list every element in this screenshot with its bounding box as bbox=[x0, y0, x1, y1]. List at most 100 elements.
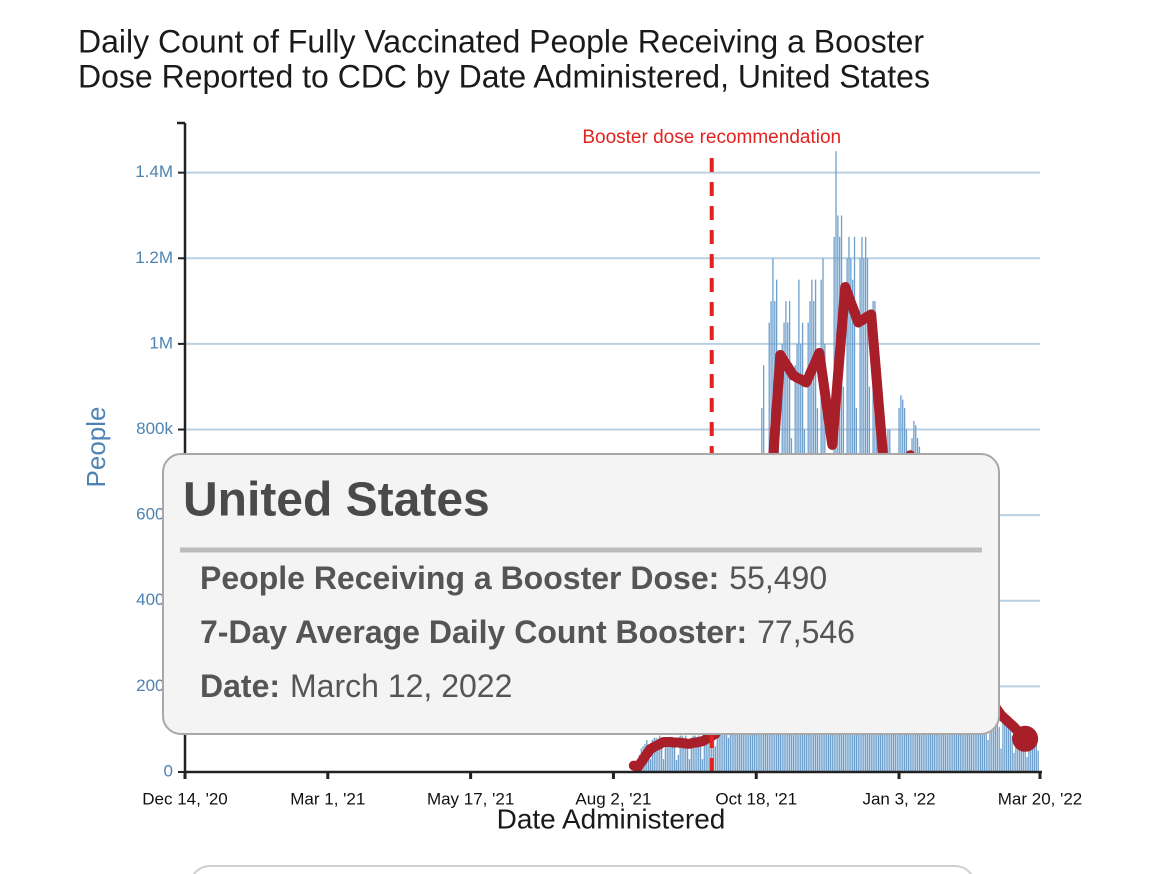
hover-point bbox=[1012, 725, 1039, 752]
x-tick-label: Dec 14, '20 bbox=[142, 789, 227, 808]
bar bbox=[1035, 740, 1037, 772]
bar bbox=[701, 759, 704, 772]
bar bbox=[753, 729, 756, 772]
bar bbox=[994, 706, 997, 772]
bar bbox=[740, 729, 743, 772]
bar bbox=[1030, 735, 1032, 772]
bar bbox=[660, 746, 663, 772]
bar bbox=[657, 738, 659, 772]
x-tick-label: Jan 3, '22 bbox=[862, 789, 935, 808]
tooltip-title: United States bbox=[183, 474, 490, 527]
bar bbox=[996, 707, 998, 772]
x-tick-label: Oct 18, '21 bbox=[715, 789, 797, 808]
bar bbox=[1002, 720, 1004, 772]
bar bbox=[670, 738, 672, 772]
bar bbox=[974, 731, 976, 772]
bar bbox=[881, 707, 884, 772]
y-tick-label: 1M bbox=[149, 333, 173, 352]
y-axis-label: People bbox=[81, 407, 111, 488]
bar bbox=[1024, 748, 1026, 772]
bar bbox=[1000, 748, 1002, 772]
bar bbox=[961, 722, 963, 772]
annotation-label: Booster dose recommendation bbox=[582, 127, 841, 148]
bar bbox=[1031, 736, 1034, 772]
x-axis-label: Date Administered bbox=[497, 803, 726, 834]
chart-title: Dose Reported to CDC by Date Administere… bbox=[78, 58, 930, 94]
bar bbox=[709, 736, 711, 772]
bar bbox=[664, 739, 667, 772]
tooltip-row: 7-Day Average Daily Count Booster: 77,546 bbox=[200, 614, 855, 650]
y-tick-label: 1.2M bbox=[135, 248, 173, 267]
bar bbox=[655, 737, 657, 772]
tooltip-value: March 12, 2022 bbox=[290, 668, 512, 704]
bar bbox=[668, 737, 670, 772]
bar bbox=[714, 746, 717, 772]
bar bbox=[666, 737, 668, 772]
tooltip: United States People Receiving a Booster… bbox=[162, 453, 1000, 735]
bar bbox=[1022, 732, 1024, 772]
bar bbox=[651, 739, 654, 772]
bar bbox=[1017, 729, 1019, 772]
bar bbox=[948, 707, 950, 772]
bar bbox=[894, 720, 896, 772]
bar bbox=[1004, 718, 1006, 772]
tooltip-value: 55,490 bbox=[729, 560, 827, 596]
bar bbox=[1011, 735, 1013, 772]
bar bbox=[987, 739, 989, 772]
bar bbox=[1020, 731, 1023, 772]
bar bbox=[688, 759, 691, 772]
tooltip-label: People Receiving a Booster Dose: bbox=[200, 560, 719, 596]
x-tick-label: Mar 20, '22 bbox=[998, 789, 1083, 808]
tooltip-label: Date: bbox=[200, 668, 280, 704]
bar bbox=[705, 735, 707, 772]
y-tick-label: 0 bbox=[164, 761, 173, 780]
bar bbox=[675, 760, 678, 772]
bar bbox=[659, 735, 661, 772]
y-tick-label: 1.4M bbox=[135, 162, 173, 181]
bar bbox=[692, 735, 694, 772]
bar bbox=[698, 735, 700, 772]
bar bbox=[699, 746, 702, 772]
bar bbox=[1007, 721, 1010, 772]
bar bbox=[989, 707, 991, 772]
chart-title: Daily Count of Fully Vaccinated People R… bbox=[78, 23, 924, 59]
bar bbox=[985, 712, 987, 772]
bar bbox=[662, 759, 665, 772]
bar bbox=[1015, 731, 1017, 772]
tooltip-value: 77,546 bbox=[757, 614, 855, 650]
bar bbox=[992, 704, 995, 772]
tooltip-row: People Receiving a Booster Dose: 55,490 bbox=[200, 560, 827, 596]
bar bbox=[991, 703, 993, 772]
bar bbox=[727, 737, 730, 772]
bar bbox=[1005, 719, 1008, 772]
bar bbox=[725, 703, 728, 772]
x-tick-label: Aug 2, '21 bbox=[575, 789, 651, 808]
bar bbox=[1018, 730, 1021, 772]
bar bbox=[998, 727, 1000, 772]
bar bbox=[696, 736, 698, 772]
tooltip-row: Date: March 12, 2022 bbox=[200, 668, 512, 704]
x-tick-label: Mar 1, '21 bbox=[290, 789, 365, 808]
bar bbox=[1037, 750, 1039, 772]
x-tick-label: May 17, '21 bbox=[427, 789, 514, 808]
bar bbox=[707, 735, 709, 772]
tooltip-label: 7-Day Average Daily Count Booster: bbox=[200, 614, 747, 650]
bar bbox=[694, 735, 696, 772]
bar bbox=[683, 737, 685, 772]
bottom-panel bbox=[192, 865, 973, 874]
bar bbox=[1026, 757, 1028, 772]
bar bbox=[690, 737, 692, 772]
bar bbox=[685, 735, 687, 772]
bar bbox=[703, 737, 705, 772]
bar bbox=[649, 759, 652, 772]
bar bbox=[679, 735, 681, 772]
bar bbox=[711, 724, 713, 772]
bar bbox=[653, 737, 655, 772]
bar bbox=[1013, 752, 1015, 772]
bar bbox=[648, 748, 650, 772]
bar bbox=[681, 735, 683, 772]
bar bbox=[672, 736, 674, 772]
tooltip-box bbox=[162, 453, 1000, 735]
bar bbox=[673, 747, 676, 772]
